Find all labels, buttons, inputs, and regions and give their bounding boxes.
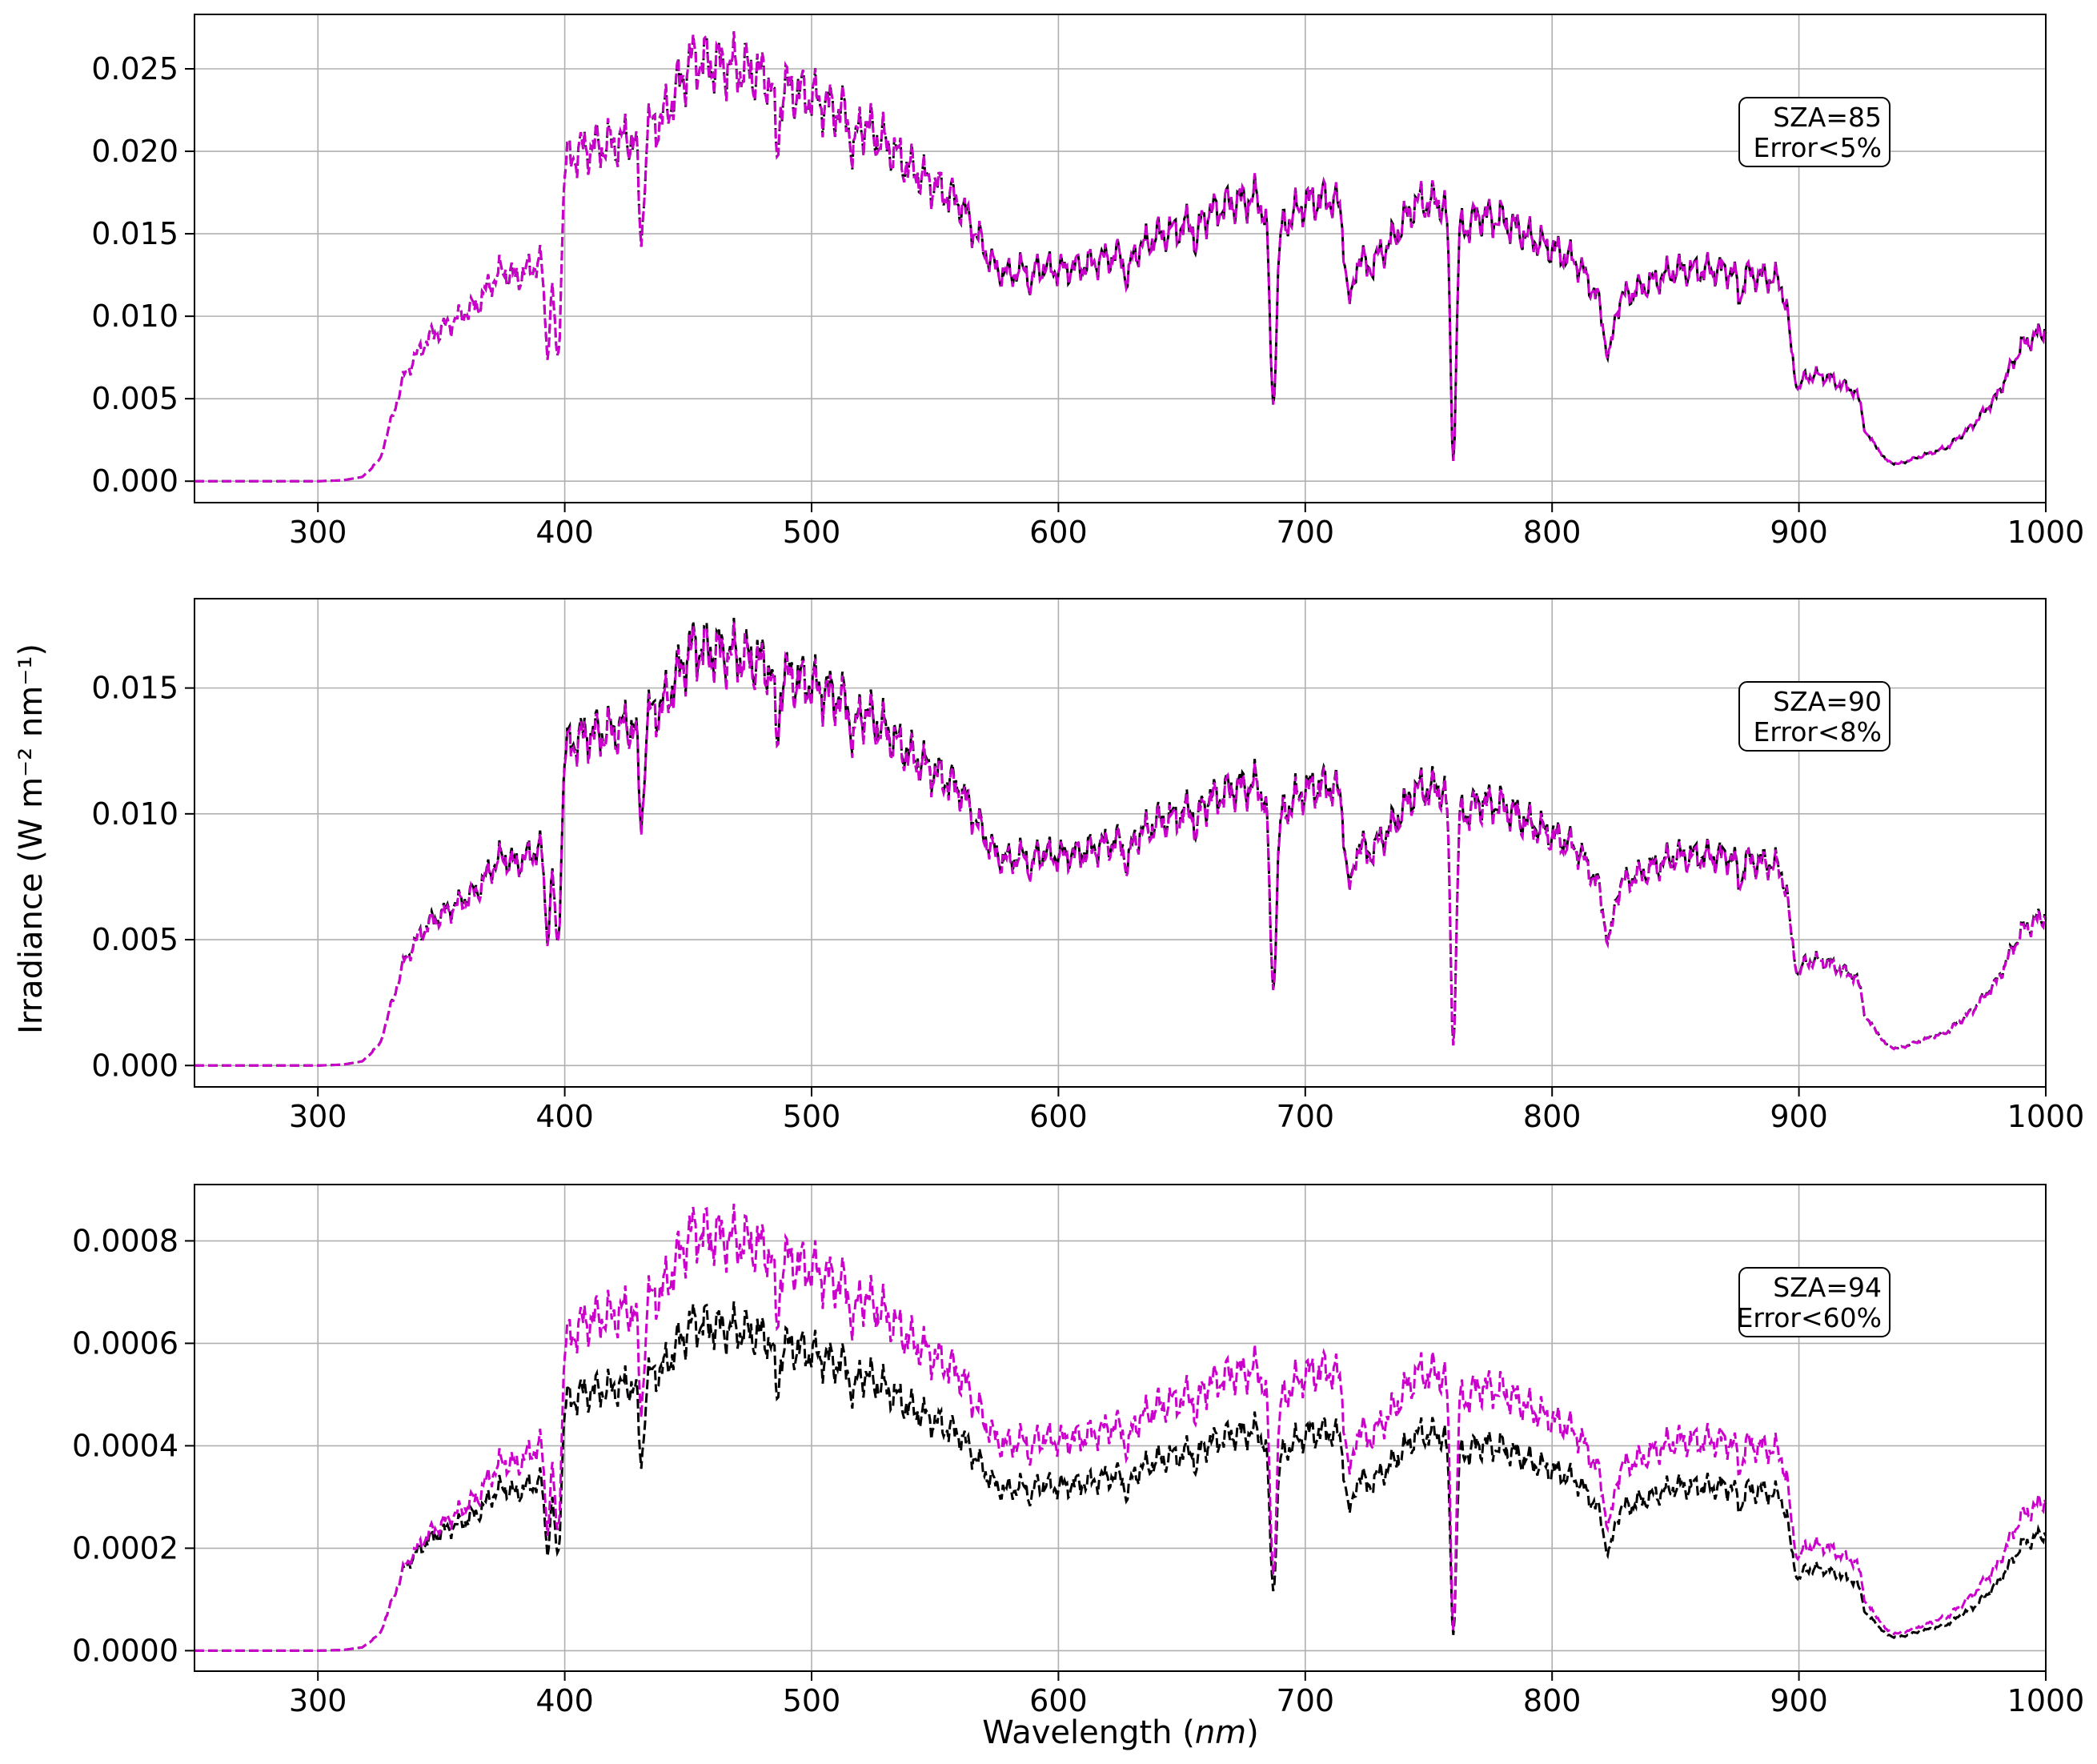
x-tick-label: 900: [1770, 515, 1828, 550]
annotation-text: SZA=85: [1773, 102, 1882, 133]
y-tick-label: 0.025: [91, 51, 178, 86]
plot-frame: [194, 14, 2047, 503]
series-line-model: [194, 1203, 2047, 1652]
plot-frame: [194, 1184, 2047, 1672]
annotation-text: SZA=90: [1773, 686, 1882, 717]
x-tick-label: 800: [1523, 515, 1582, 550]
x-tick-label: 400: [535, 1683, 594, 1718]
x-tick-label: 700: [1277, 515, 1335, 550]
series-line-model: [194, 31, 2047, 483]
panel-sza-85: 300 400 500 600 700 800 900 1000 0.000 0.005 0.010…: [91, 14, 2084, 550]
x-tick-label: 1000: [2007, 515, 2085, 550]
plot-frame: [194, 598, 2047, 1088]
y-tick-label: 0.005: [91, 922, 178, 957]
x-axis-label-unit: nm: [1195, 1714, 1246, 1751]
x-tick-label: 700: [1277, 1683, 1335, 1718]
y-tick-label: 0.0002: [72, 1530, 178, 1566]
x-tick-label: 600: [1029, 1683, 1088, 1718]
x-tick-label: 500: [783, 515, 841, 550]
y-tick-label: 0.015: [91, 671, 178, 706]
x-tick-label: 1000: [2007, 1683, 2085, 1718]
annotation-box: [1738, 97, 1891, 167]
y-tick-label: 0.020: [91, 134, 178, 169]
x-tick-label: 400: [535, 1099, 594, 1134]
y-tick-label: 0.010: [91, 299, 178, 334]
x-tick-label: 500: [783, 1683, 841, 1718]
y-tick-label: 0.005: [91, 381, 178, 416]
x-tick-label: 300: [289, 1099, 347, 1134]
x-tick-label: 600: [1029, 515, 1088, 550]
panel-sza-94: 300 400 500 600 700 800 900 1000 0.0000 0.0002 0.0…: [72, 1184, 2085, 1718]
y-tick-label: 0.000: [91, 1048, 178, 1083]
y-tick-label: 0.000: [91, 463, 178, 499]
annotation-text: Error<8%: [1754, 716, 1882, 748]
annotation-text: SZA=94: [1773, 1272, 1882, 1303]
x-tick-label: 500: [783, 1099, 841, 1134]
x-tick-label: 1000: [2007, 1099, 2085, 1134]
x-tick-label: 700: [1277, 1099, 1335, 1134]
panel-sza-90: 300 400 500 600 700 800 900 1000 0.000 0.005 0.010…: [91, 598, 2085, 1134]
x-tick-label: 800: [1523, 1683, 1582, 1718]
x-tick-label: 600: [1029, 1099, 1088, 1134]
x-tick-label: 400: [535, 515, 594, 550]
series-line-reference: [194, 1301, 2047, 1652]
x-tick-label: 300: [289, 1683, 347, 1718]
y-tick-label: 0.0006: [72, 1325, 178, 1361]
y-tick-label: 0.0004: [72, 1428, 178, 1463]
annotation-text: Error<5%: [1754, 132, 1882, 163]
x-tick-label: 900: [1770, 1683, 1828, 1718]
y-axis-label: Irradiance (W m⁻² nm⁻¹): [13, 643, 50, 1034]
y-tick-label: 0.0000: [72, 1633, 178, 1668]
x-tick-label: 900: [1770, 1099, 1828, 1134]
y-tick-label: 0.010: [91, 796, 178, 832]
y-tick-label: 0.0008: [72, 1223, 178, 1258]
series-line-model: [194, 622, 2047, 1067]
annotation-box: [1738, 1267, 1891, 1337]
y-tick-label: 0.015: [91, 216, 178, 251]
x-tick-label: 800: [1523, 1099, 1582, 1134]
x-axis-label-close: ): [1246, 1714, 1259, 1751]
x-axis-label-main: Wavelength (: [982, 1714, 1195, 1751]
x-tick-label: 300: [289, 515, 347, 550]
annotation-text: Error<60%: [1737, 1302, 1882, 1333]
x-axis-label: Wavelength (nm): [982, 1714, 1259, 1751]
annotation-box: [1738, 681, 1891, 752]
